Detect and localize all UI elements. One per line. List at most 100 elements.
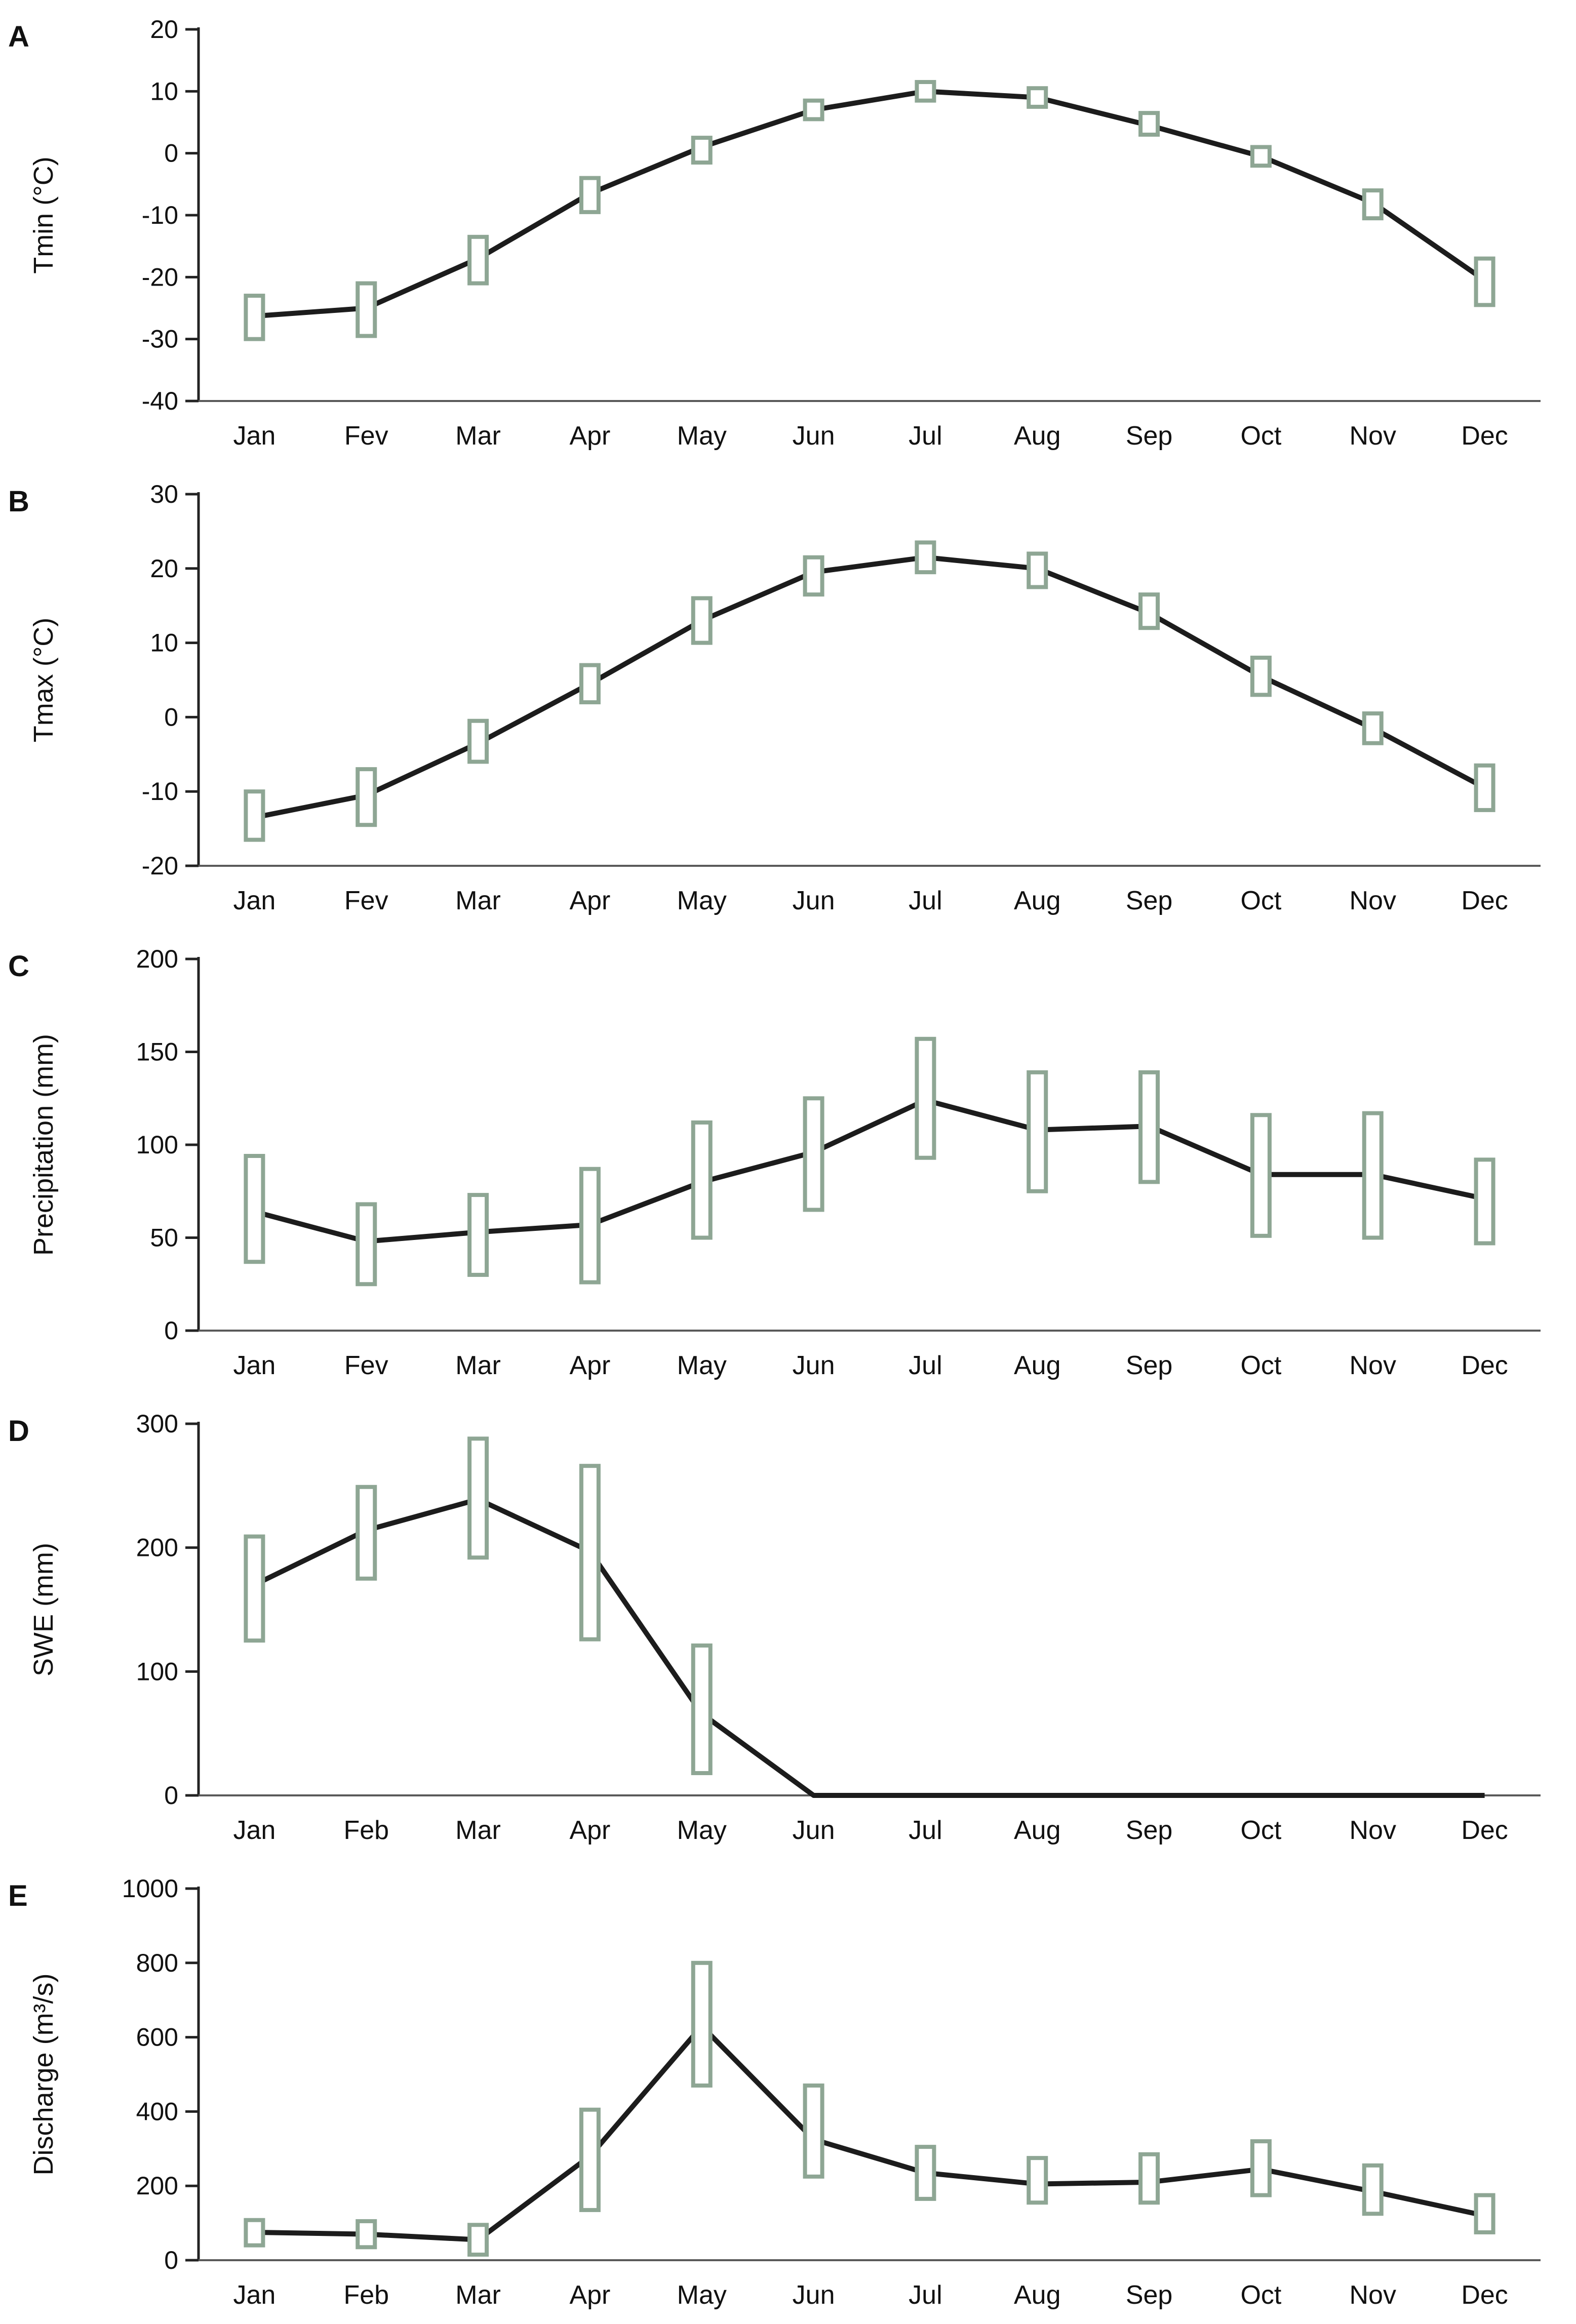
y-tick-label: 0	[164, 703, 178, 731]
y-axis-label: Tmax (°C)	[28, 618, 59, 743]
x-tick-label: Fev	[344, 886, 388, 915]
y-tick-label: 200	[136, 1534, 178, 1562]
range-box	[803, 1096, 824, 1212]
range-box	[467, 234, 489, 286]
y-tick-label: 400	[136, 2097, 178, 2126]
x-tick-label: Oct	[1240, 421, 1281, 451]
y-tick-label: 0	[164, 139, 178, 168]
range-box	[691, 1643, 713, 1775]
mean-line	[253, 1497, 1485, 1798]
range-box	[244, 1154, 265, 1264]
range-box	[1027, 551, 1048, 589]
y-tick-label: 20	[150, 554, 178, 583]
x-tick-label: Aug	[1014, 886, 1061, 915]
range-box	[1474, 763, 1495, 812]
x-tick-label: Dec	[1461, 421, 1508, 451]
range-box	[356, 281, 377, 338]
range-box	[803, 2083, 824, 2179]
range-box	[691, 1120, 713, 1240]
y-axis-label: Tmin (°C)	[28, 156, 59, 274]
x-tick-label: Sep	[1126, 1816, 1173, 1845]
x-tick-label: May	[677, 1816, 727, 1845]
mean-line	[254, 554, 1486, 820]
range-box	[691, 596, 713, 645]
y-tick-label: 30	[150, 480, 178, 508]
x-tick-label: Nov	[1350, 421, 1396, 451]
x-tick-label: Apr	[569, 886, 610, 915]
x-tick-label: Dec	[1461, 1816, 1508, 1845]
x-tick-label: Sep	[1126, 421, 1173, 451]
x-tick-label: Mar	[455, 2280, 501, 2310]
y-axis-label: SWE (mm)	[28, 1543, 59, 1676]
y-tick-label: 10	[150, 77, 178, 105]
range-box	[579, 1464, 601, 1641]
range-box	[691, 1960, 713, 2088]
x-tick-label: Jun	[793, 886, 835, 915]
mean-line	[254, 2023, 1485, 2242]
x-tick-label: Dec	[1461, 2280, 1508, 2310]
range-box	[1027, 86, 1048, 109]
range-box	[244, 294, 265, 341]
y-axis-label: Precipitation (mm)	[28, 1034, 59, 1256]
range-box	[803, 98, 824, 122]
x-tick-label: Mar	[455, 1816, 501, 1845]
y-tick-label: -10	[142, 777, 178, 806]
range-box	[691, 136, 713, 165]
y-tick-label: 100	[136, 1131, 178, 1159]
x-tick-label: Feb	[343, 2280, 389, 2310]
x-tick-label: Dec	[1461, 886, 1508, 915]
x-tick-label: May	[677, 1351, 727, 1380]
x-tick-label: Jan	[233, 1816, 275, 1845]
x-tick-label: Jul	[909, 1816, 942, 1845]
x-tick-label: Feb	[343, 1816, 389, 1845]
x-tick-label: Sep	[1126, 2280, 1173, 2310]
range-box	[467, 1436, 489, 1560]
x-tick-label: Fev	[344, 1351, 388, 1380]
range-box	[1138, 1070, 1160, 1184]
x-tick-label: Jul	[909, 2280, 942, 2310]
x-tick-label: Jul	[909, 421, 942, 451]
x-tick-label: Mar	[455, 1351, 501, 1380]
panel-E: E Discharge (m³/s) 1000 800 600 400 200 0 Jan Feb…	[8, 1874, 1541, 2310]
x-tick-label: Apr	[569, 1816, 610, 1845]
range-box	[467, 1193, 489, 1277]
x-tick-label: Apr	[569, 1351, 610, 1380]
x-tick-label: Jan	[233, 2280, 275, 2310]
range-box	[1362, 2163, 1384, 2216]
range-box	[1250, 1113, 1272, 1238]
y-tick-label: -20	[142, 263, 178, 291]
y-tick-label: 10	[150, 629, 178, 657]
range-box	[1362, 1111, 1384, 1240]
x-tick-label: May	[677, 2280, 727, 2310]
y-tick-label: 300	[136, 1410, 178, 1438]
y-tick-label: 100	[136, 1657, 178, 1686]
panel-letter: B	[8, 485, 29, 518]
range-box	[244, 1534, 265, 1643]
panel-letter: D	[8, 1415, 29, 1448]
range-box	[356, 1202, 377, 1287]
x-tick-label: Sep	[1126, 886, 1173, 915]
x-tick-label: Dec	[1461, 1351, 1508, 1380]
x-tick-label: Oct	[1240, 886, 1281, 915]
y-tick-label: -20	[142, 852, 178, 880]
x-tick-label: Jul	[909, 1351, 942, 1380]
x-tick-label: Aug	[1014, 2280, 1061, 2310]
y-tick-label: 600	[136, 2023, 178, 2052]
range-box	[579, 2107, 601, 2212]
range-box	[803, 555, 824, 597]
range-box	[1362, 711, 1384, 745]
y-tick-label: 0	[164, 1316, 178, 1345]
x-tick-label: Jun	[793, 1351, 835, 1380]
y-tick-label: 800	[136, 1949, 178, 1977]
range-box	[1362, 188, 1384, 221]
range-box	[1474, 256, 1495, 307]
x-tick-label: Apr	[569, 2280, 610, 2310]
range-box	[244, 2218, 265, 2248]
panel-B: B Tmax (°C) 30 20 10 0 -10 -20 Jan Fev Mar Apr May Ju…	[8, 480, 1541, 915]
x-tick-label: Nov	[1350, 2280, 1396, 2310]
x-tick-label: Oct	[1240, 2280, 1281, 2310]
range-box	[1138, 2152, 1160, 2205]
y-tick-label: 50	[150, 1224, 178, 1252]
y-tick-label: -30	[142, 325, 178, 353]
